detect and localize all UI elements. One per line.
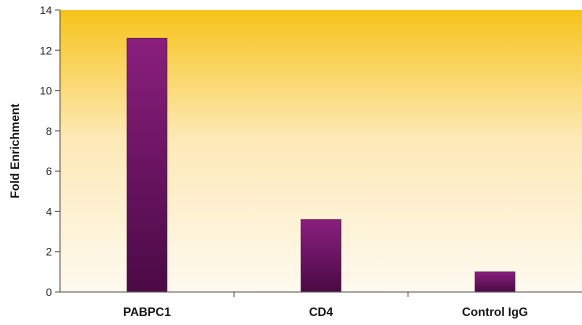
- y-axis-ticks: 0 2 4 6 8 10 12 14: [40, 5, 60, 299]
- y-tick-label: 8: [46, 126, 52, 138]
- y-axis-title: Fold Enrichment: [8, 104, 22, 199]
- y-tick-label: 10: [40, 86, 52, 98]
- y-tick-label: 14: [40, 5, 52, 17]
- x-category-label: CD4: [309, 305, 333, 319]
- bars: [126, 37, 516, 293]
- x-category-label: PABPC1: [123, 305, 171, 319]
- bar-pabpc1: [126, 37, 168, 293]
- y-tick-label: 2: [46, 247, 52, 259]
- bar-control-igg: [474, 271, 516, 293]
- y-tick-label: 0: [46, 287, 52, 299]
- x-category-label: Control IgG: [462, 305, 528, 319]
- y-tick-label: 6: [46, 166, 52, 178]
- y-tick-label: 4: [46, 206, 52, 218]
- y-tick-label: 12: [40, 45, 52, 57]
- x-axis-ticks: PABPC1 CD4 Control IgG: [123, 292, 528, 319]
- bar-cd4: [300, 219, 342, 293]
